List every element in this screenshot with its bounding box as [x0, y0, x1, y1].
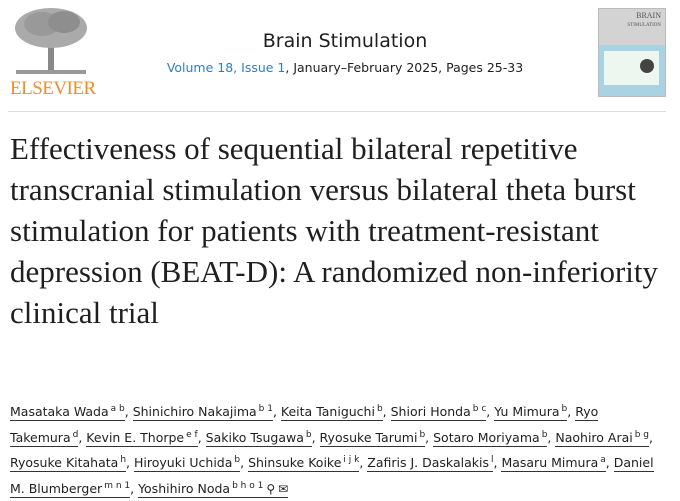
publisher-name: ELSEVIER — [10, 78, 96, 99]
journal-header: Brain Stimulation Volume 18, Issue 1, Ja… — [150, 30, 540, 75]
author-name: Yoshihiro Noda — [138, 480, 231, 496]
brain-image — [640, 59, 654, 73]
divider — [8, 111, 666, 112]
affiliation-marks: b — [234, 455, 241, 465]
author-link[interactable]: Ryo Takemura d — [10, 404, 599, 447]
author-link[interactable]: Yoshihiro Noda b h o 1 ⚲ ✉ — [138, 480, 289, 498]
cover-title-1: BRAIN — [636, 11, 661, 20]
affiliation-marks: b g — [634, 429, 650, 440]
affiliation-marks: m n 1 — [104, 480, 131, 491]
affiliation-marks: a b — [110, 404, 125, 414]
affiliation-marks: a — [600, 455, 606, 465]
author-link[interactable]: Shiori Honda b c — [390, 404, 487, 421]
author-link[interactable]: Masaru Mimura a — [501, 455, 606, 472]
cover-figure — [604, 51, 659, 85]
affiliation-marks: b — [376, 404, 383, 414]
issue-details: , January–February 2025, Pages 25-33 — [285, 60, 524, 75]
author-name: Keita Taniguchi — [280, 404, 375, 419]
author-name: Shinichiro Nakajima — [132, 404, 257, 419]
author-link[interactable]: Ryosuke Tarumi b — [319, 429, 426, 447]
cover-title-2: STIMULATION — [627, 23, 661, 28]
author-name: Masataka Wada — [10, 404, 109, 419]
affiliation-marks: b h o 1 — [232, 480, 264, 491]
author-name: Ryosuke Tarumi — [319, 429, 418, 445]
volume-issue-link[interactable]: Volume 18, Issue 1 — [166, 60, 286, 75]
author-name: Shiori Honda — [390, 404, 471, 419]
elsevier-logo[interactable]: ELSEVIER — [8, 6, 96, 99]
affiliation-marks: b — [561, 404, 568, 414]
author-name: Hiroyuki Uchida — [134, 455, 233, 470]
affiliation-marks: b 1 — [258, 404, 273, 414]
tree-icon — [15, 8, 87, 74]
affiliation-marks: b c — [472, 404, 487, 414]
author-list: Masataka Wada a b, Shinichiro Nakajima b 1… — [10, 404, 654, 498]
author-name: Daniel M. Blumberger — [10, 455, 654, 496]
affiliation-marks: i j k — [343, 455, 360, 465]
author-link[interactable]: Keita Taniguchi b — [280, 404, 383, 421]
affiliation-marks: b — [541, 429, 548, 440]
author-link[interactable]: Shinichiro Nakajima b 1 — [132, 404, 273, 421]
author-link[interactable]: Hiroyuki Uchida b — [134, 455, 241, 472]
author-name: Kevin E. Thorpe — [86, 429, 185, 445]
journal-title[interactable]: Brain Stimulation — [262, 30, 428, 52]
author-name: Masaru Mimura — [501, 455, 599, 470]
author-link[interactable]: Sakiko Tsugawa b — [205, 429, 312, 447]
envelope-icon[interactable]: ✉ — [278, 481, 289, 496]
author-link[interactable]: Ryosuke Kitahata h — [10, 455, 127, 472]
author-link[interactable]: Yu Mimura b — [494, 404, 568, 421]
affiliation-marks: d — [72, 429, 79, 440]
author-name: Zafiris J. Daskalakis — [367, 455, 489, 470]
affiliation-marks: b — [419, 429, 426, 440]
author-link[interactable]: Zafiris J. Daskalakis l — [367, 455, 494, 472]
affiliation-marks: l — [490, 455, 494, 465]
author-name: Sotaro Moriyama — [433, 429, 540, 445]
author-link[interactable]: Daniel M. Blumberger m n 1 — [10, 455, 654, 498]
author-name: Ryo Takemura — [10, 404, 599, 445]
article-title: Effectiveness of sequential bilateral re… — [10, 131, 659, 330]
author-link[interactable]: Naohiro Arai b g — [555, 429, 650, 447]
person-icon: ⚲ — [266, 481, 276, 496]
author-link[interactable]: Sotaro Moriyama b — [433, 429, 548, 447]
author-name: Shinsuke Koike — [248, 455, 342, 470]
affiliation-marks: b — [305, 429, 312, 440]
affiliation-marks: e f — [186, 429, 198, 440]
author-name: Ryosuke Kitahata — [10, 455, 119, 470]
author-link[interactable]: Shinsuke Koike i j k — [248, 455, 360, 472]
author-name: Naohiro Arai — [555, 429, 633, 445]
affiliation-marks: h — [120, 455, 127, 465]
author-link[interactable]: Kevin E. Thorpe e f — [86, 429, 198, 447]
author-name: Sakiko Tsugawa — [205, 429, 304, 445]
author-name: Yu Mimura — [494, 404, 560, 419]
journal-cover[interactable]: BRAIN STIMULATION — [598, 8, 666, 97]
author-link[interactable]: Masataka Wada a b — [10, 404, 125, 421]
